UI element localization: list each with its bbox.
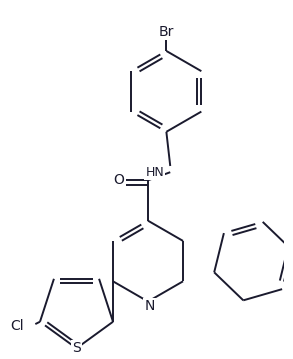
Text: Br: Br — [159, 25, 174, 39]
Text: N: N — [144, 299, 155, 313]
Text: S: S — [72, 341, 81, 355]
Text: HN: HN — [145, 166, 164, 179]
Text: Cl: Cl — [10, 319, 24, 333]
Text: O: O — [114, 173, 125, 187]
